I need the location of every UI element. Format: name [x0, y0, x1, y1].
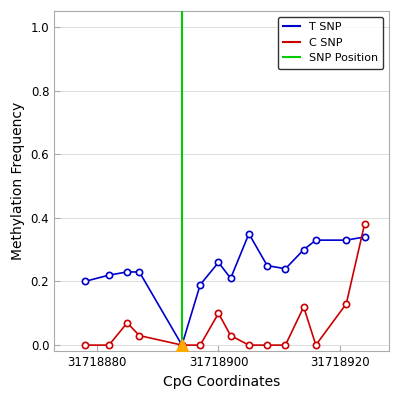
Y-axis label: Methylation Frequency: Methylation Frequency: [11, 102, 25, 260]
X-axis label: CpG Coordinates: CpG Coordinates: [163, 375, 280, 389]
Legend: T SNP, C SNP, SNP Position: T SNP, C SNP, SNP Position: [278, 17, 383, 69]
